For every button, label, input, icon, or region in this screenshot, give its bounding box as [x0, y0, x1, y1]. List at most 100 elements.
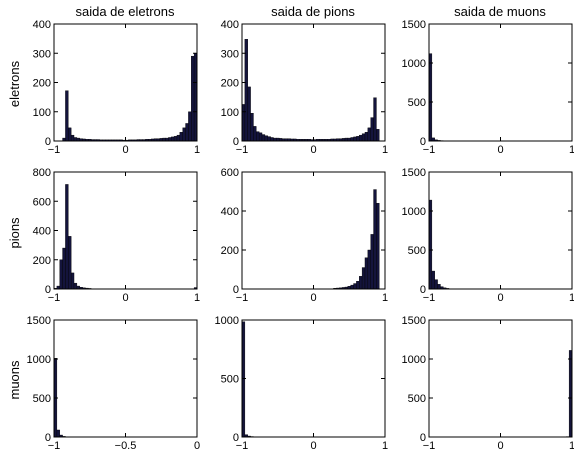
histogram-bar [73, 137, 78, 142]
histogram-bar [367, 127, 371, 142]
y-tick-label: 1000 [402, 354, 426, 366]
x-tick-label: 1 [194, 292, 200, 304]
y-tick-label: 100 [33, 107, 51, 119]
histogram-bar [353, 136, 357, 142]
x-tick-label: 1 [382, 440, 388, 452]
bars [241, 39, 380, 142]
x-tick-label: −1 [48, 440, 61, 452]
histogram-bar [373, 97, 377, 142]
y-tick-label: 400 [33, 19, 51, 31]
y-tick-label: 1000 [215, 315, 239, 327]
y-tick-label: 200 [221, 245, 239, 257]
histogram-bar [56, 429, 60, 438]
x-tick-label: −1 [236, 292, 249, 304]
histogram-bar [171, 136, 175, 142]
histogram-bar [188, 111, 192, 142]
y-tick-label: 100 [221, 107, 239, 119]
histogram-bar [361, 267, 366, 290]
x-tick-label: −1 [48, 144, 61, 156]
y-tick-label: 200 [33, 78, 51, 90]
histogram-bar [191, 55, 195, 142]
plot-area [242, 320, 385, 437]
plot-area [54, 24, 197, 141]
histogram-bar [65, 90, 69, 142]
histogram-bar [373, 189, 377, 290]
histogram-bar [253, 126, 257, 142]
x-tick-label: 0 [122, 144, 128, 156]
histogram-bar [70, 272, 75, 290]
y-tick-label: 1000 [27, 354, 51, 366]
histogram-bar [361, 133, 366, 142]
histogram-bar [68, 127, 72, 142]
x-tick-label: 0 [310, 292, 316, 304]
x-tick-label: 1 [569, 440, 574, 452]
histogram-bar [168, 137, 172, 142]
y-tick-label: 400 [221, 19, 239, 31]
histogram-bar [264, 135, 268, 142]
plot-area [429, 320, 572, 437]
y-tick-label: 0 [420, 284, 426, 296]
x-tick-label: 1 [382, 144, 388, 156]
y-tick-label: 0 [45, 284, 51, 296]
histogram-bar [185, 123, 189, 142]
y-tick-label: 500 [408, 393, 426, 405]
histogram-bar [434, 279, 438, 290]
y-tick-label: 0 [233, 432, 239, 444]
x-tick-label: 0 [310, 440, 316, 452]
x-tick-label: 1 [194, 144, 200, 156]
histogram-bar [73, 282, 78, 290]
x-tick-label: 0 [122, 292, 128, 304]
y-tick-label: 0 [420, 432, 426, 444]
histogram-bar [350, 137, 354, 142]
plot-area [429, 24, 572, 141]
histogram-bar [364, 257, 369, 290]
y-tick-label: 600 [33, 196, 51, 208]
plot-area [429, 172, 572, 289]
x-tick-label: 0 [310, 144, 316, 156]
column-titles: saida de eletrons saida de pions saida d… [75, 4, 546, 19]
x-tick-label: 1 [569, 292, 574, 304]
y-tick-label: 600 [221, 167, 239, 179]
histogram-bar [261, 134, 266, 142]
y-tick-label: 800 [33, 167, 51, 179]
y-tick-label: 400 [221, 206, 239, 218]
y-tick-label: 0 [420, 136, 426, 148]
x-tick-label: 1 [569, 144, 574, 156]
x-tick-label: −1 [423, 292, 436, 304]
histogram-panel-r2c0: 0 500 1000 1500 −1 −0.5 0 [27, 315, 201, 452]
bars [62, 53, 198, 142]
row-label-eletrons: eletrons [7, 60, 22, 107]
y-tick-label: 1500 [402, 19, 426, 31]
histogram-bar [267, 136, 271, 142]
y-tick-label: 1500 [27, 315, 51, 327]
y-tick-label: 1000 [402, 58, 426, 70]
plot-area [54, 172, 197, 289]
histogram-bar [367, 249, 371, 290]
y-tick-label: 1000 [402, 206, 426, 218]
y-tick-label: 500 [33, 393, 51, 405]
histogram-bar [179, 132, 183, 142]
histogram-bar [364, 132, 369, 142]
histogram-bar [376, 129, 380, 142]
histogram-bar [68, 236, 72, 290]
histogram-bar [182, 127, 186, 142]
x-tick-label: −1 [236, 440, 249, 452]
x-tick-label: −1 [423, 440, 436, 452]
x-tick-label: −1 [48, 292, 61, 304]
col-title-muons: saida de muons [454, 4, 546, 19]
plot-area [242, 24, 385, 141]
y-tick-label: 500 [221, 374, 239, 386]
y-tick-label: 0 [233, 284, 239, 296]
y-tick-label: 400 [33, 226, 51, 238]
y-tick-label: 0 [233, 136, 239, 148]
plot-area [242, 172, 385, 289]
row-labels: eletrons pions muons [7, 60, 22, 399]
plot-area [54, 320, 197, 437]
